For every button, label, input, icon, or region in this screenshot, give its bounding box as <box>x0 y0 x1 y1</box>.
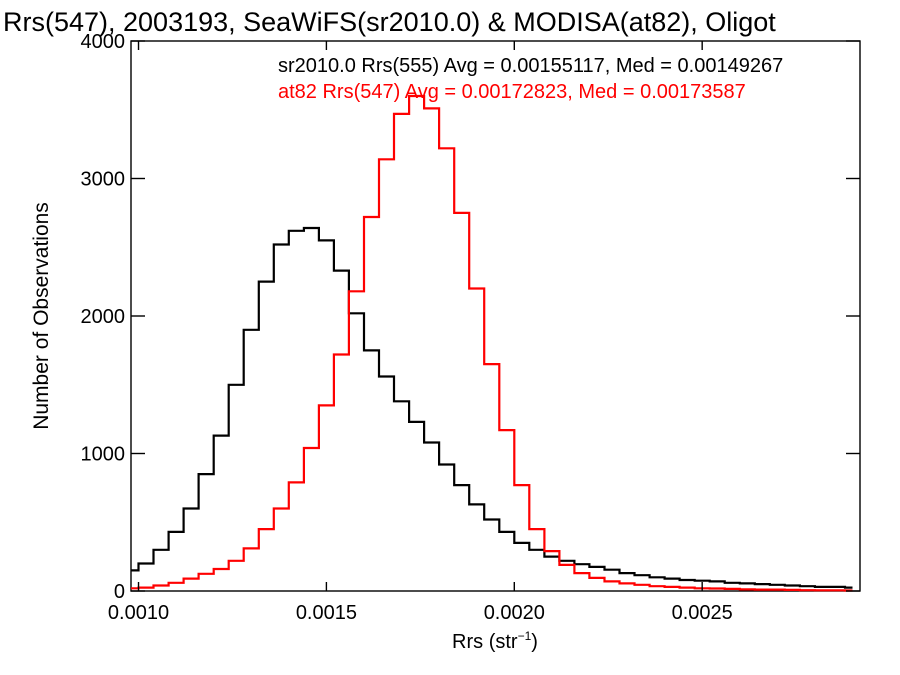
y-tick-label: 2000 <box>81 306 126 328</box>
chart-title: Rrs(547), 2003193, SeaWiFS(sr2010.0) & M… <box>3 7 776 37</box>
axes-layer: 0.0010 0.0015 0.0020 0.0025 0 1000 2000 3000 400… <box>81 31 860 624</box>
x-tick-label: 0.0015 <box>296 602 357 624</box>
y-axis-label: Number of Observations <box>30 202 53 430</box>
x-axis-label-text: Rrs (str <box>452 631 518 653</box>
y-tick-label: 3000 <box>81 169 126 191</box>
x-tick-label: 0.0010 <box>108 602 169 624</box>
x-tick-label: 0.0025 <box>672 602 733 624</box>
x-axis-label: Rrs (str−1) <box>452 629 538 653</box>
x-tick-label: 0.0020 <box>484 602 545 624</box>
plot-frame <box>130 40 861 592</box>
x-axis-label-superscript: −1 <box>518 629 532 643</box>
series-1-histogram-line <box>131 94 853 592</box>
y-tick-label: 0 <box>114 581 125 603</box>
x-axis-label-suffix: ) <box>531 631 538 653</box>
y-tick-label: 4000 <box>81 31 126 53</box>
annotation-red: at82 Rrs(547) Avg = 0.00172823, Med = 0.… <box>278 81 746 103</box>
annotation-black: sr2010.0 Rrs(555) Avg = 0.00155117, Med … <box>278 55 783 77</box>
y-tick-label: 1000 <box>81 444 126 466</box>
series-layer <box>131 94 853 592</box>
series-0-histogram-line <box>131 226 853 589</box>
